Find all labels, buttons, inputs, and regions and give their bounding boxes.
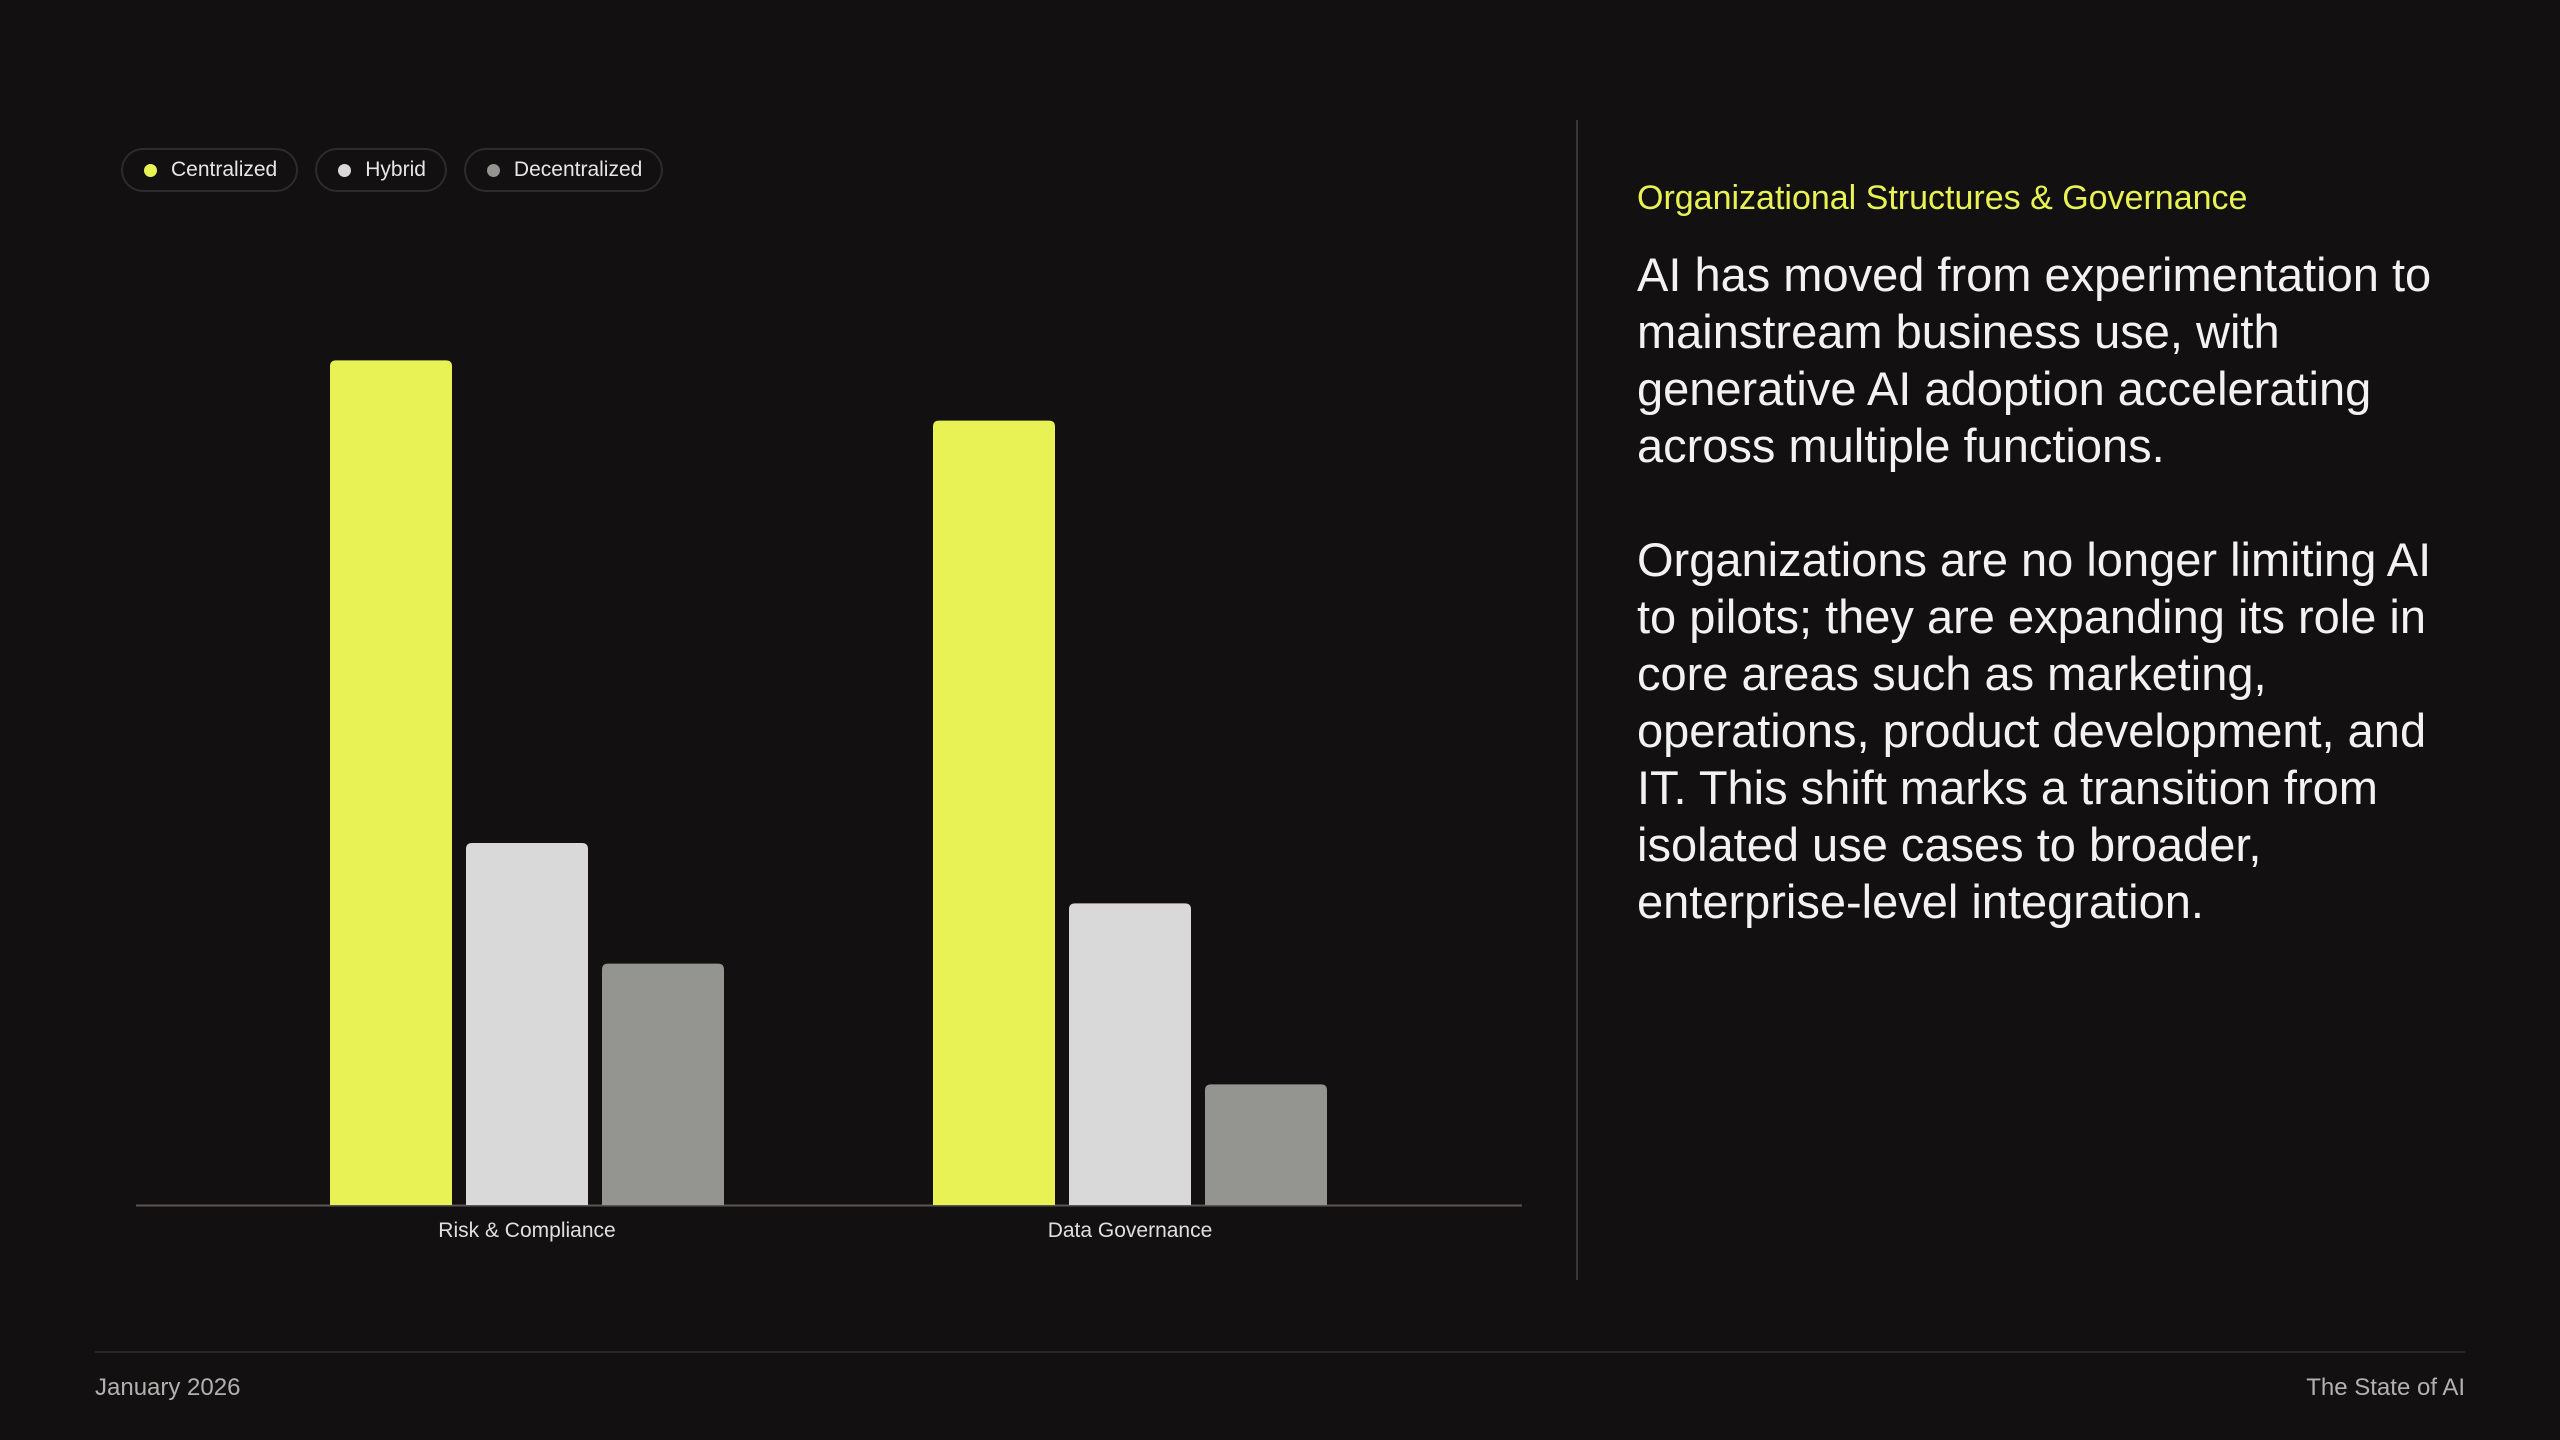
x-tick-label: Data Governance <box>1048 1219 1213 1242</box>
footer-report-title: The State of AI <box>2306 1374 2465 1401</box>
x-tick-label: Risk & Compliance <box>438 1219 615 1242</box>
bar-centralized-data-governance[interactable] <box>933 420 1055 1206</box>
vertical-divider <box>1576 120 1578 1280</box>
paragraph-1: AI has moved from experimentation to mai… <box>1637 248 2432 472</box>
legend-dot-hybrid <box>338 163 352 177</box>
bar-hybrid-data-governance[interactable] <box>1069 903 1191 1205</box>
legend-item-decentralized[interactable]: Decentralized <box>463 148 664 192</box>
footer-divider <box>95 1351 2465 1353</box>
legend-dot-centralized <box>144 163 157 177</box>
legend-label-decentralized: Decentralized <box>513 158 643 181</box>
paragraph-2: Organizations are no longer limiting AI … <box>1637 533 2432 928</box>
bar-decentralized-data-governance[interactable] <box>1205 1084 1327 1205</box>
legend-label-hybrid: Hybrid <box>365 158 426 181</box>
bar-hybrid-risk-compliance[interactable] <box>466 843 588 1205</box>
bar-chart: Risk & Compliance Data Governance <box>136 360 1522 1242</box>
section-title: Organizational Structures & Governance <box>1637 179 2248 217</box>
legend-dot-decentralized <box>486 163 500 177</box>
legend-item-hybrid[interactable]: Hybrid <box>315 148 447 192</box>
bar-decentralized-risk-compliance[interactable] <box>602 963 724 1205</box>
chart-legend: Centralized Hybrid Decentralized <box>121 148 664 192</box>
legend-item-centralized[interactable]: Centralized <box>121 148 299 192</box>
legend-label-centralized: Centralized <box>171 158 278 181</box>
footer-date: January 2026 <box>95 1374 241 1401</box>
text-panel: Organizational Structures & Governance A… <box>1637 176 2437 930</box>
bar-centralized-risk-compliance[interactable] <box>330 360 452 1205</box>
